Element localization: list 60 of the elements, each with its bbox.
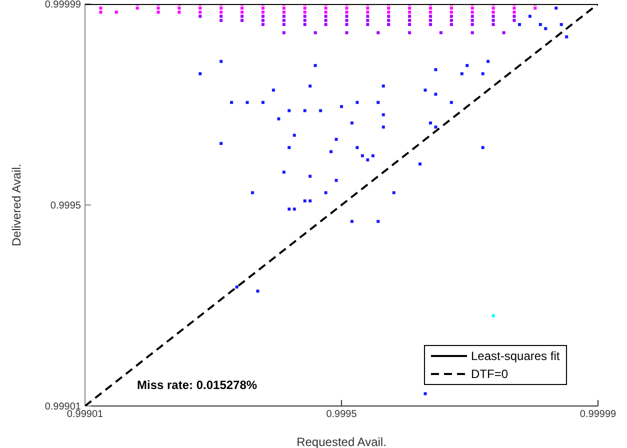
point xyxy=(408,18,412,22)
point xyxy=(470,31,474,34)
point xyxy=(261,18,264,22)
point xyxy=(450,14,453,18)
point xyxy=(450,23,453,26)
point xyxy=(492,18,495,22)
point xyxy=(198,14,202,18)
y-axis-title: Delivered Avail. xyxy=(9,164,24,246)
point xyxy=(303,14,306,18)
point xyxy=(428,23,432,26)
point xyxy=(261,23,264,26)
point xyxy=(376,31,380,34)
point xyxy=(324,18,328,22)
y-tick-label: 0.99999 xyxy=(44,0,82,11)
point xyxy=(492,14,495,18)
point xyxy=(345,18,348,22)
point xyxy=(428,18,432,22)
point xyxy=(345,31,348,34)
point xyxy=(512,18,516,22)
point xyxy=(366,23,370,26)
point xyxy=(240,14,244,18)
point xyxy=(282,23,286,26)
legend-label: DTF=0 xyxy=(471,367,508,381)
point xyxy=(324,23,328,26)
point xyxy=(470,23,474,26)
point xyxy=(470,14,474,18)
point xyxy=(303,23,306,26)
point xyxy=(428,14,432,18)
point xyxy=(345,23,348,26)
point xyxy=(492,23,495,26)
point xyxy=(282,31,286,34)
point xyxy=(439,31,442,34)
legend-label: Least-squares fit xyxy=(471,349,560,363)
point xyxy=(282,18,286,22)
point xyxy=(387,18,390,22)
point xyxy=(220,18,223,22)
point xyxy=(240,18,244,22)
point xyxy=(220,14,223,18)
point xyxy=(502,31,506,34)
point xyxy=(261,14,264,18)
point xyxy=(314,31,317,34)
point xyxy=(366,18,370,22)
point xyxy=(470,18,474,22)
point xyxy=(408,23,412,26)
point xyxy=(450,18,453,22)
point xyxy=(512,14,516,18)
annotation: Miss rate: 0.015278% xyxy=(137,378,258,392)
point xyxy=(366,14,370,18)
y-tick-label: 0.9995 xyxy=(50,200,82,212)
point xyxy=(282,14,286,18)
point xyxy=(408,14,412,18)
point xyxy=(303,18,306,22)
point xyxy=(492,314,495,318)
x-tick-label: 0.99999 xyxy=(580,409,617,420)
point xyxy=(408,31,412,34)
point xyxy=(387,14,390,18)
point xyxy=(387,23,390,26)
point xyxy=(345,14,348,18)
x-tick-label: 0.9995 xyxy=(326,409,358,420)
point xyxy=(324,14,328,18)
